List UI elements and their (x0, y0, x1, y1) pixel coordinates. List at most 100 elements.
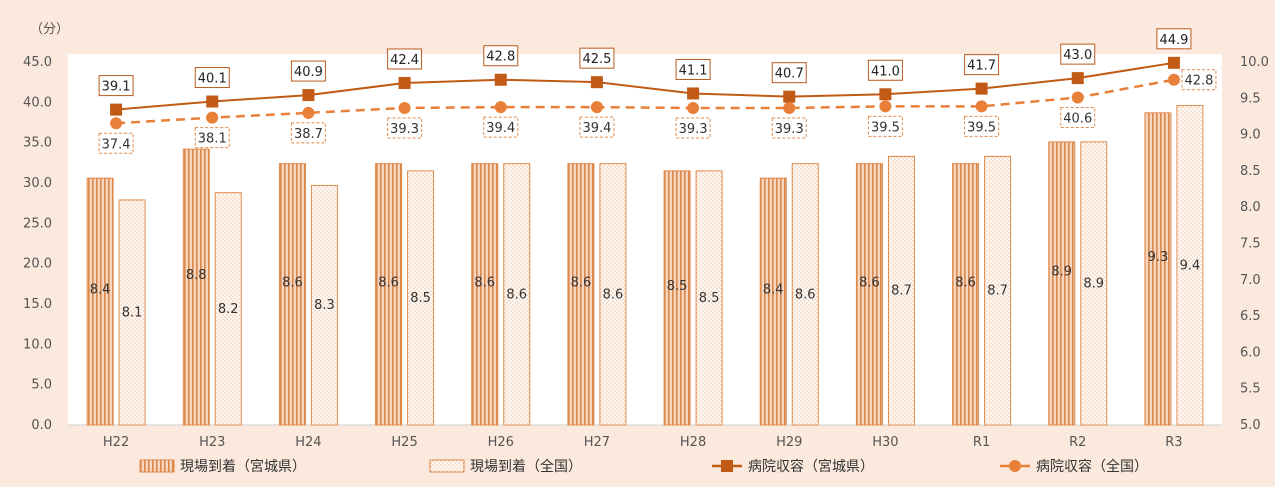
marker-hospital-national (302, 106, 315, 119)
line-value-label: 41.7 (967, 59, 996, 74)
x-tick-label: H27 (584, 435, 610, 450)
marker-hospital-national (1071, 91, 1084, 104)
y-right-tick-label: 5.0 (1240, 418, 1261, 433)
line-value-label: 42.8 (1184, 74, 1213, 89)
bar-value-label: 8.9 (1083, 276, 1104, 291)
label-box-hospital-national (771, 117, 807, 139)
y-right-tick-label: 5.5 (1240, 382, 1261, 397)
y-axis-unit-label: （分） (30, 22, 69, 37)
y-left-tick-label: 45.0 (23, 55, 52, 70)
bar-value-label: 8.5 (410, 291, 431, 306)
y-right-tick-label: 7.5 (1240, 237, 1261, 252)
bar-miyagi (1144, 112, 1172, 426)
line-value-label: 39.5 (967, 120, 996, 135)
label-box-hospital-miyagi (1060, 43, 1096, 65)
x-tick-label: R2 (1069, 435, 1086, 450)
marker-hospital-miyagi (494, 73, 507, 86)
bar-value-label: 8.5 (667, 279, 688, 294)
line-value-label: 40.6 (1063, 111, 1092, 126)
bar-value-label: 8.6 (506, 287, 527, 302)
y-left-tick-label: 10.0 (23, 337, 52, 352)
line-value-label: 39.4 (486, 121, 515, 136)
legend-miyagi-arrival-swatch (139, 459, 175, 473)
label-box-hospital-national (1060, 106, 1096, 128)
line-value-label: 37.4 (102, 137, 131, 152)
label-box-hospital-national (98, 132, 134, 154)
label-box-hospital-miyagi (771, 62, 807, 84)
bar-miyagi (759, 177, 787, 426)
x-tick-label: R3 (1165, 435, 1182, 450)
y-left-tick-label: 15.0 (23, 297, 52, 312)
bar-national (695, 170, 723, 426)
label-box-hospital-miyagi (290, 60, 326, 82)
label-box-hospital-national (194, 127, 230, 149)
line-value-label: 39.5 (871, 120, 900, 135)
line-hospital-national (116, 78, 1175, 125)
label-box-hospital-miyagi (1156, 28, 1192, 50)
marker-hospital-national (494, 101, 507, 114)
bar-national (791, 163, 819, 426)
bar-value-label: 8.9 (1051, 264, 1072, 279)
bar-value-label: 8.7 (987, 284, 1008, 299)
bar-miyagi (952, 163, 980, 426)
y-right-tick-label: 6.0 (1240, 345, 1261, 360)
y-right-tick-label: 9.0 (1240, 128, 1261, 143)
bar-miyagi (567, 163, 595, 426)
x-tick-label: H25 (391, 435, 417, 450)
y-right-tick-label: 6.5 (1240, 309, 1261, 324)
x-tick-label: H30 (872, 435, 898, 450)
x-tick-label: H24 (295, 435, 321, 450)
bar-value-label: 8.3 (314, 298, 335, 313)
legend-miyagi-hospital-marker (721, 460, 733, 472)
marker-hospital-national (1167, 73, 1180, 86)
bar-value-label: 8.1 (122, 305, 143, 320)
marker-hospital-national (975, 100, 988, 113)
bar-value-label: 8.6 (859, 275, 880, 290)
label-box-hospital-miyagi (98, 75, 134, 97)
y-right-tick-label: 10.0 (1240, 55, 1269, 70)
label-box-hospital-national (483, 116, 519, 138)
bar-national (599, 163, 627, 426)
marker-hospital-national (206, 111, 219, 124)
bar-value-label: 8.2 (218, 302, 239, 317)
line-value-label: 39.3 (679, 122, 708, 137)
bar-miyagi (182, 148, 210, 426)
line-value-label: 40.7 (775, 67, 804, 82)
x-tick-label: H26 (488, 435, 514, 450)
label-box-hospital-national (579, 116, 615, 138)
legend-national-hospital-label: 病院収容（全国） (1036, 458, 1148, 475)
line-value-label: 44.9 (1159, 33, 1188, 48)
legend-national-arrival-label: 現場到着（全国） (470, 458, 582, 475)
bar-value-label: 8.4 (90, 283, 111, 298)
bar-national (407, 170, 435, 426)
label-box-hospital-miyagi (964, 54, 1000, 76)
bar-miyagi (278, 163, 306, 426)
marker-hospital-miyagi (590, 76, 603, 89)
y-left-tick-label: 20.0 (23, 257, 52, 272)
y-left-tick-label: 0.0 (31, 418, 52, 433)
bar-value-label: 8.6 (795, 287, 816, 302)
line-value-label: 38.7 (294, 127, 323, 142)
bar-national (984, 155, 1012, 426)
line-value-label: 42.4 (390, 53, 419, 68)
bar-value-label: 8.5 (699, 291, 720, 306)
marker-hospital-national (590, 101, 603, 114)
legend-national-hospital-marker (1009, 460, 1021, 472)
line-value-label: 42.8 (486, 50, 515, 65)
bar-value-label: 8.8 (186, 268, 207, 283)
label-box-hospital-miyagi (483, 45, 519, 67)
label-box-hospital-national (675, 117, 711, 139)
y-right-tick-label: 7.0 (1240, 273, 1261, 288)
label-box-hospital-miyagi (675, 58, 711, 80)
y-right-tick-label: 8.5 (1240, 164, 1261, 179)
marker-hospital-national (687, 101, 700, 114)
x-tick-label: H23 (199, 435, 225, 450)
y-right-tick-label: 9.5 (1240, 91, 1261, 106)
y-left-tick-label: 5.0 (31, 378, 52, 393)
marker-hospital-national (879, 100, 892, 113)
bar-value-label: 9.3 (1148, 250, 1169, 265)
bar-value-label: 8.6 (603, 287, 624, 302)
legend-national-arrival-swatch (429, 459, 465, 473)
label-box-hospital-national (290, 122, 326, 144)
